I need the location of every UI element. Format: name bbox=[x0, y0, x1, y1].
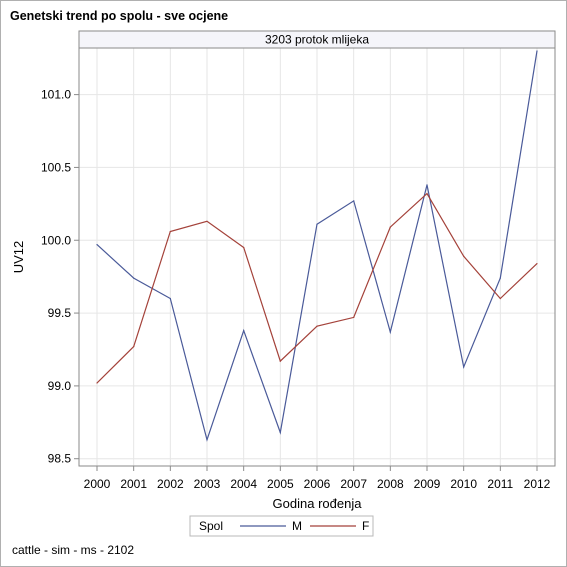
x-tick-label: 2003 bbox=[194, 477, 221, 491]
data-point-m bbox=[133, 277, 135, 279]
y-tick-label: 99.5 bbox=[48, 306, 72, 320]
x-tick-label: 2011 bbox=[487, 477, 513, 491]
x-tick-label: 2007 bbox=[340, 477, 367, 491]
data-point-f bbox=[96, 382, 98, 384]
data-point-m bbox=[389, 331, 391, 333]
data-point-m bbox=[463, 366, 465, 368]
data-point-f bbox=[243, 246, 245, 249]
legend-label-m: M bbox=[292, 519, 302, 533]
chart-title: Genetski trend po spolu - sve ocjene bbox=[10, 9, 229, 23]
data-point-f bbox=[499, 297, 501, 300]
x-tick-label: 2004 bbox=[230, 477, 257, 491]
data-point-f bbox=[316, 325, 318, 327]
panel-label: 3203 protok mlijeka bbox=[265, 33, 369, 47]
y-tick-label: 101.0 bbox=[41, 88, 71, 102]
data-point-m bbox=[499, 277, 501, 279]
data-point-m bbox=[169, 297, 171, 300]
y-tick-label: 100.5 bbox=[41, 160, 71, 174]
y-axis-label: UV12 bbox=[11, 241, 26, 274]
x-tick-label: 2000 bbox=[84, 477, 111, 491]
x-tick-label: 2002 bbox=[157, 477, 184, 491]
x-tick-label: 2008 bbox=[377, 477, 404, 491]
data-point-m bbox=[536, 50, 538, 52]
data-point-m bbox=[316, 223, 318, 225]
footnote: cattle - sim - ms - 2102 bbox=[12, 543, 135, 557]
data-point-f bbox=[426, 193, 428, 195]
data-point-f bbox=[463, 255, 465, 257]
x-axis-label: Godina rođenja bbox=[273, 496, 363, 511]
legend-title: Spol bbox=[199, 519, 223, 533]
data-point-m bbox=[353, 200, 355, 202]
data-point-m bbox=[279, 431, 281, 434]
data-point-f bbox=[536, 262, 538, 265]
data-point-f bbox=[169, 230, 171, 233]
x-tick-label: 2001 bbox=[120, 477, 147, 491]
data-point-f bbox=[353, 316, 355, 319]
y-tick-label: 99.0 bbox=[48, 379, 72, 393]
data-point-m bbox=[243, 329, 245, 332]
x-tick-label: 2012 bbox=[524, 477, 551, 491]
y-tick-label: 98.5 bbox=[48, 452, 72, 466]
data-point-f bbox=[279, 360, 281, 362]
data-point-m bbox=[96, 244, 98, 246]
x-tick-label: 2006 bbox=[304, 477, 331, 491]
data-point-m bbox=[426, 184, 428, 186]
x-tick-label: 2005 bbox=[267, 477, 294, 491]
x-tick-label: 2009 bbox=[414, 477, 441, 491]
data-point-f bbox=[389, 226, 391, 228]
x-tick-label: 2010 bbox=[450, 477, 477, 491]
data-point-m bbox=[206, 439, 208, 441]
y-tick-label: 100.0 bbox=[41, 233, 71, 247]
data-point-f bbox=[206, 220, 208, 222]
data-point-f bbox=[133, 345, 135, 348]
legend-label-f: F bbox=[362, 519, 369, 533]
